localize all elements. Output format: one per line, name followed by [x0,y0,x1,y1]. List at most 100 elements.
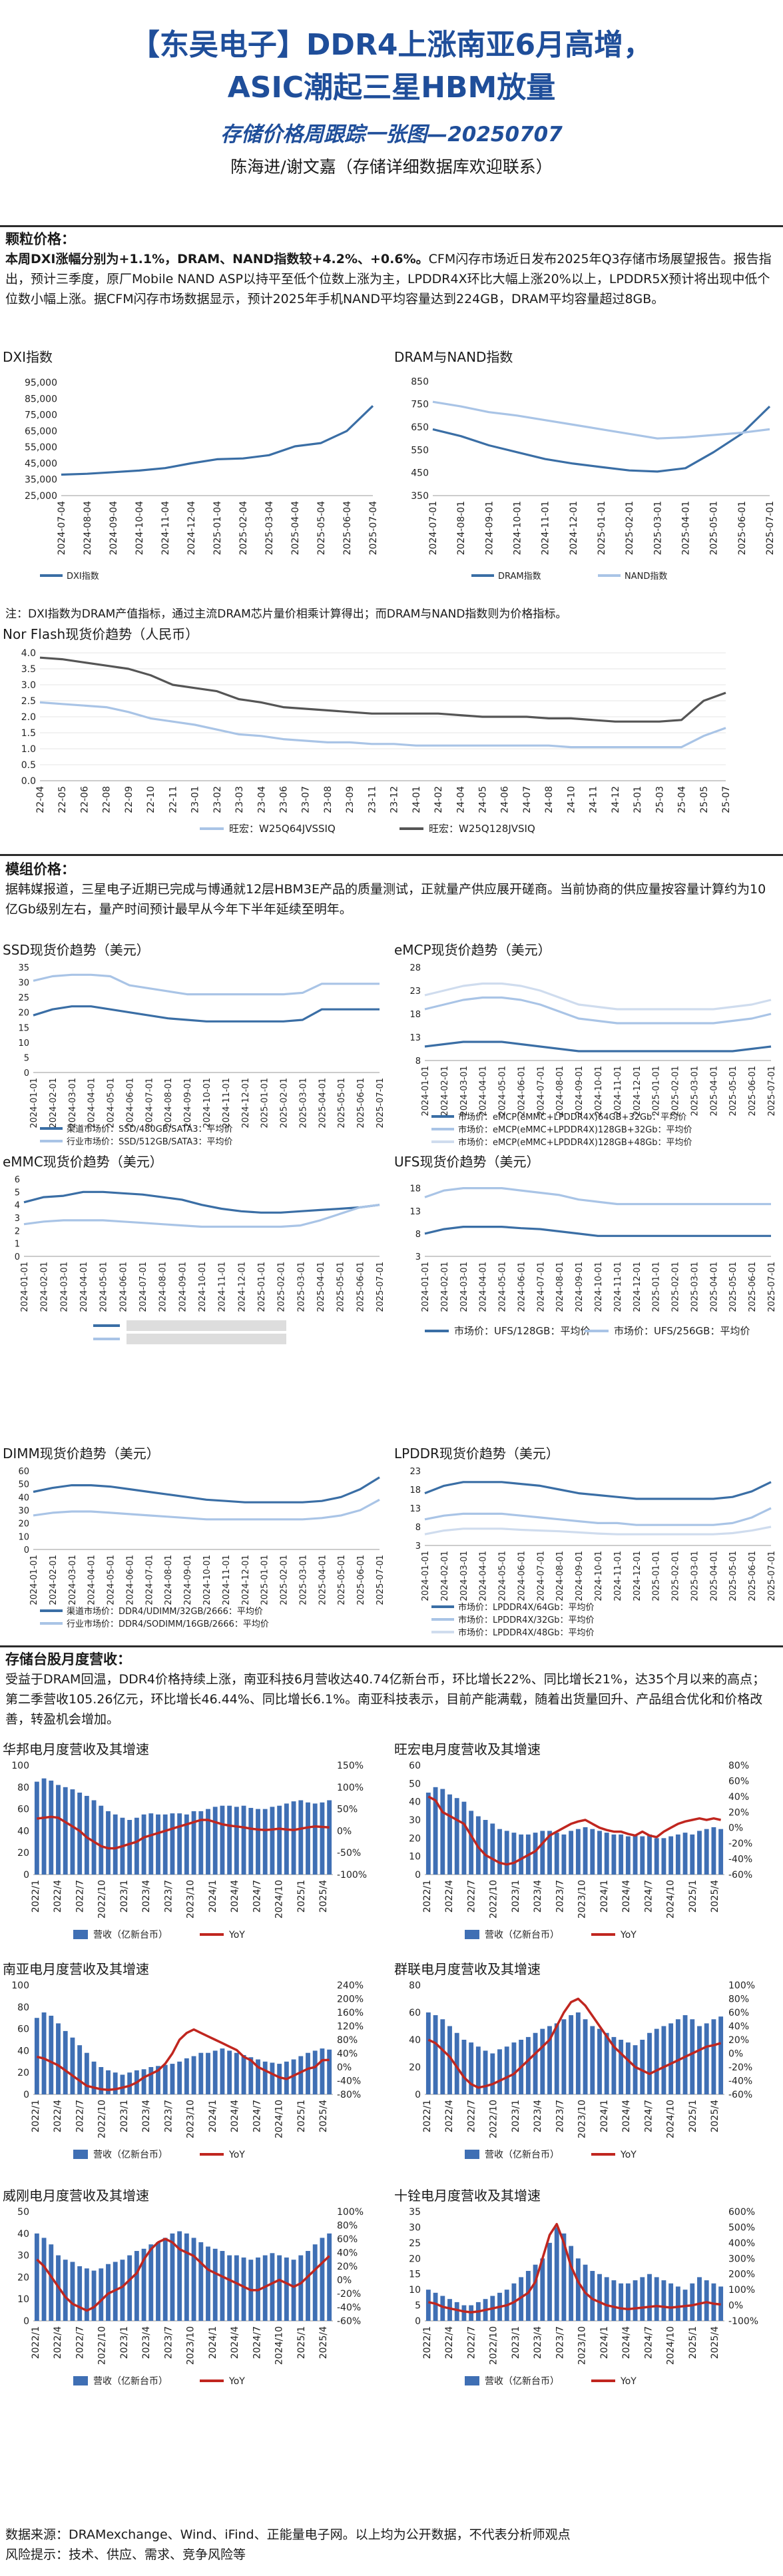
divider [0,854,783,856]
revenue-bar [212,1807,218,1875]
series-line-2 [33,1498,380,1521]
revenue-bar [533,2264,538,2321]
revenue-bar [647,1834,652,1875]
y1-tick-label: 0 [415,2316,421,2327]
x-tick-label: 2024-04-01 [479,1551,489,1601]
revenue-bar [306,1802,310,1875]
legend-label: 营收（亿新台币） [485,2150,559,2160]
chart-row-index: DXI指数 25,000 35,000 45,000 55,000 65,000 75,0… [0,346,783,606]
series-line-2 [39,656,726,723]
legend-label: 渠道市场价：DDR4/UDIMM/32GB/2666：平均价 [67,1606,263,1617]
chart-wanghong: 旺宏电月度营收及其增速 0 10 20 30 40 50 60 -60% -40% -20% 0% 2… [392,1739,783,1958]
x-tick-label: 2025/1 [296,1880,307,1913]
x-tick-label: 2024-09-01 [183,1078,193,1128]
revenue-bar [469,2042,474,2094]
x-tick-label: 2024-12-01 [241,1555,251,1605]
revenue-bar [148,2244,154,2321]
x-tick-label: 22-10 [146,786,156,813]
legend-label: DXI指数 [67,572,99,582]
x-tick-label: 2022/10 [489,1880,499,1919]
revenue-bar [668,2023,674,2094]
revenue-bar [554,2023,559,2094]
y-tick-label: 0 [24,1545,29,1555]
x-tick-label: 2025-05-01 [337,1078,347,1128]
y-tick-label: 5 [15,1188,20,1198]
x-tick-label: 24-02 [433,786,444,813]
revenue-bar [134,1817,139,1875]
revenue-bar [162,2064,168,2094]
revenue-bar [490,1823,495,1875]
x-tick-label: 2024-09-04 [109,501,119,555]
x-tick-label: 2025-01-01 [260,1078,270,1128]
y1-tick-label: 0 [23,2316,29,2327]
revenue-bar [327,2233,332,2321]
legend-label: YoY [228,2376,245,2387]
x-tick-label: 2024/1 [208,2326,218,2359]
y2-tick-label: 100% [337,1783,364,1793]
revenue-bar [220,2251,225,2321]
chart-qunlian: 群联电月度营收及其增速 0 20 40 60 80 -60% -40% -20% 0% 20% 40… [392,1958,783,2185]
revenue-bar [198,2052,204,2094]
revenue-bar [519,2277,524,2321]
y-tick-label: 23 [409,987,421,997]
revenue-bar [63,2260,68,2321]
revenue-bar [619,1834,624,1875]
x-tick-label: 2022/7 [466,1880,477,1913]
x-tick-label: 2025-02-01 [671,1551,681,1601]
x-tick-label: 2024/1 [599,1880,610,1913]
legend-label: YoY [620,2376,637,2387]
revenue-bar [440,1789,445,1875]
revenue-bar [447,2299,452,2321]
divider [0,1645,783,1647]
x-tick-label: 23-06 [278,786,289,813]
x-tick-label: 22-05 [57,786,68,813]
revenue-bar [162,1814,168,1875]
revenue-bar [220,2048,225,2094]
x-tick-label: 2024/10 [666,2326,676,2365]
y2-tick-label: -100% [337,1870,367,1881]
revenue-bar [533,1833,538,1875]
x-tick-label: 2023/1 [511,1880,521,1913]
revenue-bar [640,1836,645,1875]
yoy-line [427,1997,722,2089]
revenue-bar [227,2050,232,2094]
x-tick-label: 2024-03-01 [459,1262,469,1312]
x-tick-label: 2024/7 [643,1880,654,1913]
revenue-bar [640,2040,645,2094]
revenue-bar [206,1809,210,1875]
revenue-bar [704,2023,709,2094]
section-monthly-body: 受益于DRAM回温，DDR4价格持续上涨，南亚科技6月营收达40.74亿新台币，… [5,1672,766,1727]
y1-tick-label: 40 [17,2046,29,2056]
report-subtitle: 存储价格周跟踪一张图—20250707 [220,123,563,147]
chart-shiquan: 十铨电月度营收及其增速 0 5 10 15 20 25 30 35 -100% 0% 100% 200… [392,2185,783,2518]
x-tick-label: 2025-04-01 [709,1066,719,1116]
x-tick-label: 2024-07-01 [536,1551,546,1601]
revenue-bar [483,2050,488,2094]
legend-label: 营收（亿新台币） [93,2376,168,2387]
revenue-bar [170,2233,175,2321]
x-tick-label: 2024-07-01 [428,501,439,555]
x-tick-label: 2025-03-01 [690,1551,700,1601]
x-tick-label: 2024-04-01 [87,1555,97,1605]
revenue-bar [141,2069,146,2094]
y-tick-label: 0 [24,1069,29,1078]
y2-tick-label: 80% [728,1994,749,2005]
x-tick-label: 23-11 [367,786,378,813]
legend-blurred-label [127,1320,286,1331]
revenue-bar [49,2015,54,2094]
revenue-bar [184,2058,189,2094]
legend-label: 营收（亿新台币） [93,2150,168,2160]
y1-tick-label: 20 [409,2254,421,2264]
x-tick-label: 2024-01-01 [421,1262,431,1312]
revenue-bar [511,1833,517,1875]
x-tick-label: 2025-06-01 [356,1078,366,1128]
chart-lpddr: LPDDR现货价趋势（美元） 3 8 13 18 23 2024-01-01 2024-02… [392,1443,783,1643]
x-tick-label: 2023/1 [511,2326,521,2359]
x-tick-label: 2024-02-01 [49,1555,59,1605]
y-tick-label: 20 [18,1009,29,1019]
y2-tick-label: 240% [337,1980,364,1991]
revenue-bar [504,1831,509,1875]
revenue-bar [34,2233,39,2321]
x-tick-label: 24-06 [500,786,511,813]
legend-label: 市场价：LPDDR4X/48Gb：平均价 [458,1627,595,1638]
